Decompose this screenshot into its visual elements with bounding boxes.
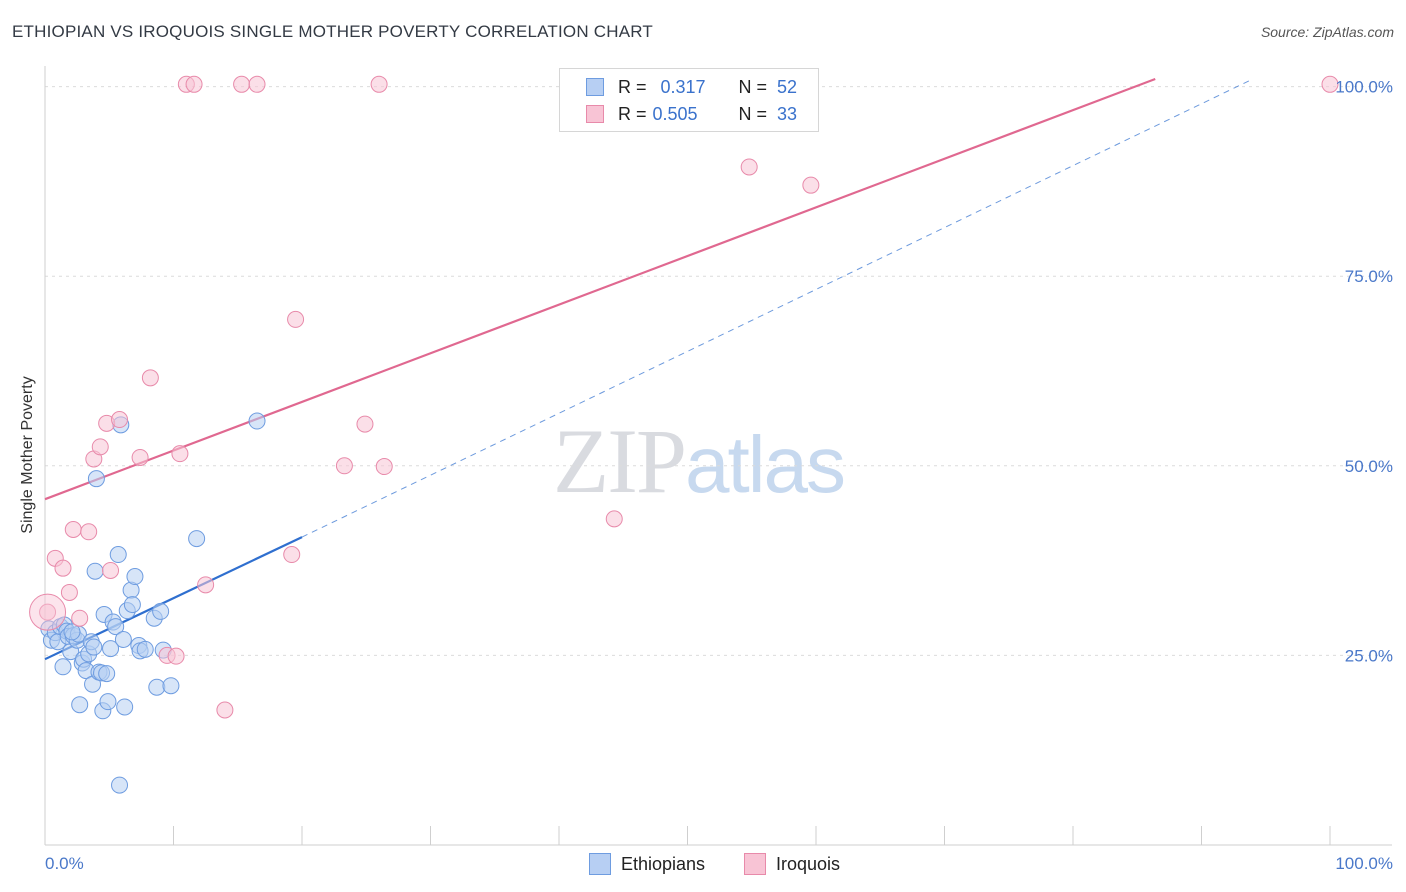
series-swatch-ethiopians [589,853,611,875]
point-iroquois [111,411,129,429]
point-ethiopians [126,568,144,586]
legend-n-label: N = [738,76,768,97]
point-iroquois [91,438,109,456]
y-tick-label: 50.0% [1345,457,1393,476]
point-ethiopians [99,693,117,711]
point-ethiopians [188,530,206,548]
point-ethiopians [71,696,89,714]
legend-swatch-ethiopians [586,78,604,96]
point-iroquois [54,559,72,577]
point-iroquois [283,546,301,564]
point-iroquois [71,609,89,627]
point-ethiopians [116,698,134,716]
legend-r-label: R = [618,103,647,124]
point-ethiopians [85,638,103,656]
point-ethiopians [152,602,170,620]
point-ethiopians [86,562,104,580]
point-ethiopians [136,640,154,658]
point-iroquois [197,576,215,594]
legend-swatch-iroquois [586,105,604,123]
y-tick-label: 25.0% [1345,646,1393,665]
point-ethiopians [123,596,141,614]
point-ethiopians [98,665,116,683]
point-iroquois [60,583,78,601]
tick-labels: 25.0% 50.0% 75.0% 100.0% 0.0% 100.0% [45,78,1393,873]
point-ethiopians [114,630,132,648]
y-tick-label: 100.0% [1335,78,1393,97]
grid-lines [45,86,1392,656]
point-iroquois [39,603,57,621]
trend-extension-ethiopians [301,78,1254,538]
point-iroquois [802,176,820,194]
point-iroquois [356,415,374,433]
point-iroquois [131,448,149,466]
point-ethiopians [248,412,266,430]
legend-r-label: R = [618,76,647,97]
legend-r-value-ethiopians: 0.317 [660,76,706,97]
trend-line-iroquois [44,77,1156,501]
legend-r-value-iroquois: 0.505 [652,103,698,124]
point-iroquois [29,593,67,631]
axes [44,66,1392,846]
point-iroquois [370,75,388,93]
point-iroquois [287,310,305,328]
point-iroquois [375,458,393,476]
data-points [29,75,1339,794]
chart-title: ETHIOPIAN VS IROQUOIS SINGLE MOTHER POVE… [12,22,653,41]
stats-legend: R = 0.317 N = 52 R = 0.505 N = 33 [559,68,819,132]
point-iroquois [102,561,120,579]
series-name-iroquois: Iroquois [776,853,841,874]
watermark-atlas: atlas [685,420,846,509]
legend-n-label: N = [738,103,768,124]
watermark-zip: ZIP [553,410,687,512]
series-name-ethiopians: Ethiopians [621,853,706,874]
point-ethiopians [102,640,120,658]
point-ethiopians [107,618,125,636]
legend-n-value-ethiopians: 52 [777,76,798,97]
point-iroquois [248,75,266,93]
watermark: ZIPatlas [553,408,846,514]
point-iroquois [185,75,203,93]
point-ethiopians [162,677,180,695]
point-iroquois [335,457,353,475]
series-swatch-iroquois [744,853,766,875]
point-iroquois [1321,75,1339,93]
y-tick-label: 75.0% [1345,267,1393,286]
point-iroquois [64,520,82,538]
point-iroquois [233,75,251,93]
x-tick-label: 0.0% [45,854,84,873]
series-legend-iroquois[interactable]: Iroquois [744,851,840,877]
point-iroquois [80,523,98,541]
source-label: Source: ZipAtlas.com [1260,24,1394,40]
point-iroquois [216,701,234,719]
legend-n-value-iroquois: 33 [777,103,798,124]
point-ethiopians [63,623,81,641]
point-ethiopians [109,546,127,564]
point-ethiopians [148,678,166,696]
point-iroquois [141,369,159,387]
trend-lines [44,77,1254,661]
point-ethiopians [54,658,72,676]
point-iroquois [605,510,623,528]
x-tick-label: 100.0% [1335,854,1393,873]
legend-row-ethiopians: R = 0.317 N = 52 [586,75,797,99]
legend-row-iroquois: R = 0.505 N = 33 [586,102,797,126]
point-iroquois [171,445,189,463]
point-ethiopians [87,470,105,488]
point-iroquois [740,158,758,176]
point-ethiopians [111,776,129,794]
point-iroquois [167,647,185,665]
series-legend-ethiopians[interactable]: Ethiopians [589,851,705,877]
